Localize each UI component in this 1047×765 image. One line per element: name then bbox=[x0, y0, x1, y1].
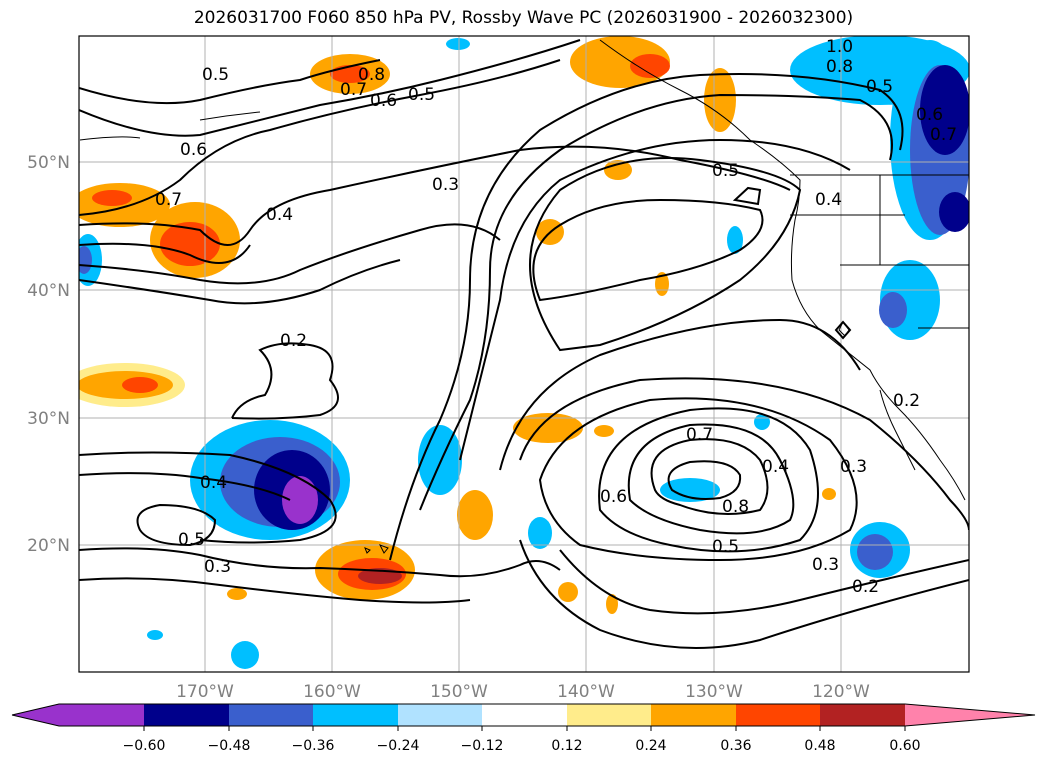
lon-tick-label: 170°W bbox=[176, 682, 234, 702]
contour-labels: 0.5 0.7 0.8 0.6 0.5 1.0 0.8 0.5 0.6 0.7 … bbox=[155, 37, 957, 597]
colorbar-outline bbox=[11, 703, 1036, 727]
contour-label: 0.6 bbox=[370, 91, 397, 111]
contour-label: 0.7 bbox=[155, 190, 182, 210]
lat-tick-label: 40°N bbox=[27, 281, 70, 301]
colorbar-tick-label: 0.36 bbox=[720, 738, 751, 754]
pv-contours bbox=[79, 39, 969, 649]
contour-label: 0.6 bbox=[600, 487, 627, 507]
lon-axis: 170°W 160°W 150°W 140°W 130°W 120°W bbox=[176, 682, 870, 702]
contour-label: 0.8 bbox=[826, 57, 853, 77]
colorbar-tick-label: 0.12 bbox=[551, 738, 582, 754]
contour-label: 0.5 bbox=[178, 530, 205, 550]
colorbar-segment bbox=[398, 704, 482, 726]
colorbar-segment bbox=[482, 704, 567, 726]
contour-label: 0.5 bbox=[202, 65, 229, 85]
contour-label: 0.2 bbox=[280, 331, 307, 351]
lat-axis: 50°N 40°N 30°N 20°N bbox=[27, 153, 70, 556]
contour-label: 0.2 bbox=[852, 577, 879, 597]
lat-tick-label: 20°N bbox=[27, 536, 70, 556]
contour-label: 0.3 bbox=[840, 457, 867, 477]
contour-label: 0.5 bbox=[712, 537, 739, 557]
colorbar-segment bbox=[59, 704, 144, 726]
contour-label: 0.7 bbox=[686, 425, 713, 445]
colorbar-tick-label: −0.36 bbox=[292, 738, 335, 754]
colorbar-tick-label: −0.12 bbox=[461, 738, 504, 754]
contour-label: 0.7 bbox=[340, 80, 367, 100]
lon-tick-label: 140°W bbox=[557, 682, 615, 702]
colorbar-segment bbox=[313, 704, 398, 726]
colorbar-tick-label: 0.60 bbox=[889, 738, 920, 754]
contour-label: 0.6 bbox=[180, 140, 207, 160]
map-title: 2026031700 F060 850 hPa PV, Rossby Wave … bbox=[193, 8, 854, 28]
lat-tick-label: 30°N bbox=[27, 409, 70, 429]
contour-label: 0.4 bbox=[200, 473, 227, 493]
contour-label: 0.3 bbox=[812, 555, 839, 575]
colorbar-segment bbox=[820, 704, 905, 726]
contour-label: 0.6 bbox=[916, 105, 943, 125]
contour-label: 0.4 bbox=[815, 190, 842, 210]
contour-label: 0.2 bbox=[893, 391, 920, 411]
lon-tick-label: 130°W bbox=[685, 682, 743, 702]
positive-anomaly-fill bbox=[79, 36, 836, 614]
colorbar-extend-min bbox=[12, 704, 59, 726]
contour-label: 0.3 bbox=[432, 175, 459, 195]
lat-tick-label: 50°N bbox=[27, 153, 70, 173]
lon-tick-label: 160°W bbox=[303, 682, 361, 702]
contour-label: 0.5 bbox=[408, 85, 435, 105]
colorbar-extend-max bbox=[905, 704, 1035, 726]
map-border bbox=[78, 35, 970, 673]
colorbar-segment bbox=[651, 704, 736, 726]
colorbar-ticks bbox=[143, 726, 906, 731]
colorbar-segment bbox=[736, 704, 820, 726]
contour-label: 0.3 bbox=[204, 557, 231, 577]
colorbar-tick-label: −0.24 bbox=[377, 738, 420, 754]
contour-label: 0.5 bbox=[712, 161, 739, 181]
contour-label: 0.4 bbox=[266, 205, 293, 225]
contour-label: 0.5 bbox=[866, 77, 893, 97]
contour-label: 0.8 bbox=[722, 497, 749, 517]
colorbar-segment bbox=[567, 704, 651, 726]
colorbar-tick-label: 0.48 bbox=[804, 738, 835, 754]
map-plot-area bbox=[79, 36, 969, 672]
colorbar-tick-label: −0.48 bbox=[208, 738, 251, 754]
lon-tick-label: 120°W bbox=[812, 682, 870, 702]
lon-tick-label: 150°W bbox=[430, 682, 488, 702]
colorbar-tick-label: 0.24 bbox=[635, 738, 666, 754]
contour-label: 0.4 bbox=[762, 457, 789, 477]
contour-label: 0.7 bbox=[930, 125, 957, 145]
contour-label: 0.8 bbox=[358, 65, 385, 85]
contour-label: 1.0 bbox=[826, 37, 853, 57]
colorbar-segment bbox=[229, 704, 313, 726]
colorbar-tick-label: −0.60 bbox=[123, 738, 166, 754]
colorbar: −0.60 −0.48 −0.36 −0.24 −0.12 0.12 0.24 … bbox=[11, 703, 1036, 754]
colorbar-segment bbox=[144, 704, 229, 726]
